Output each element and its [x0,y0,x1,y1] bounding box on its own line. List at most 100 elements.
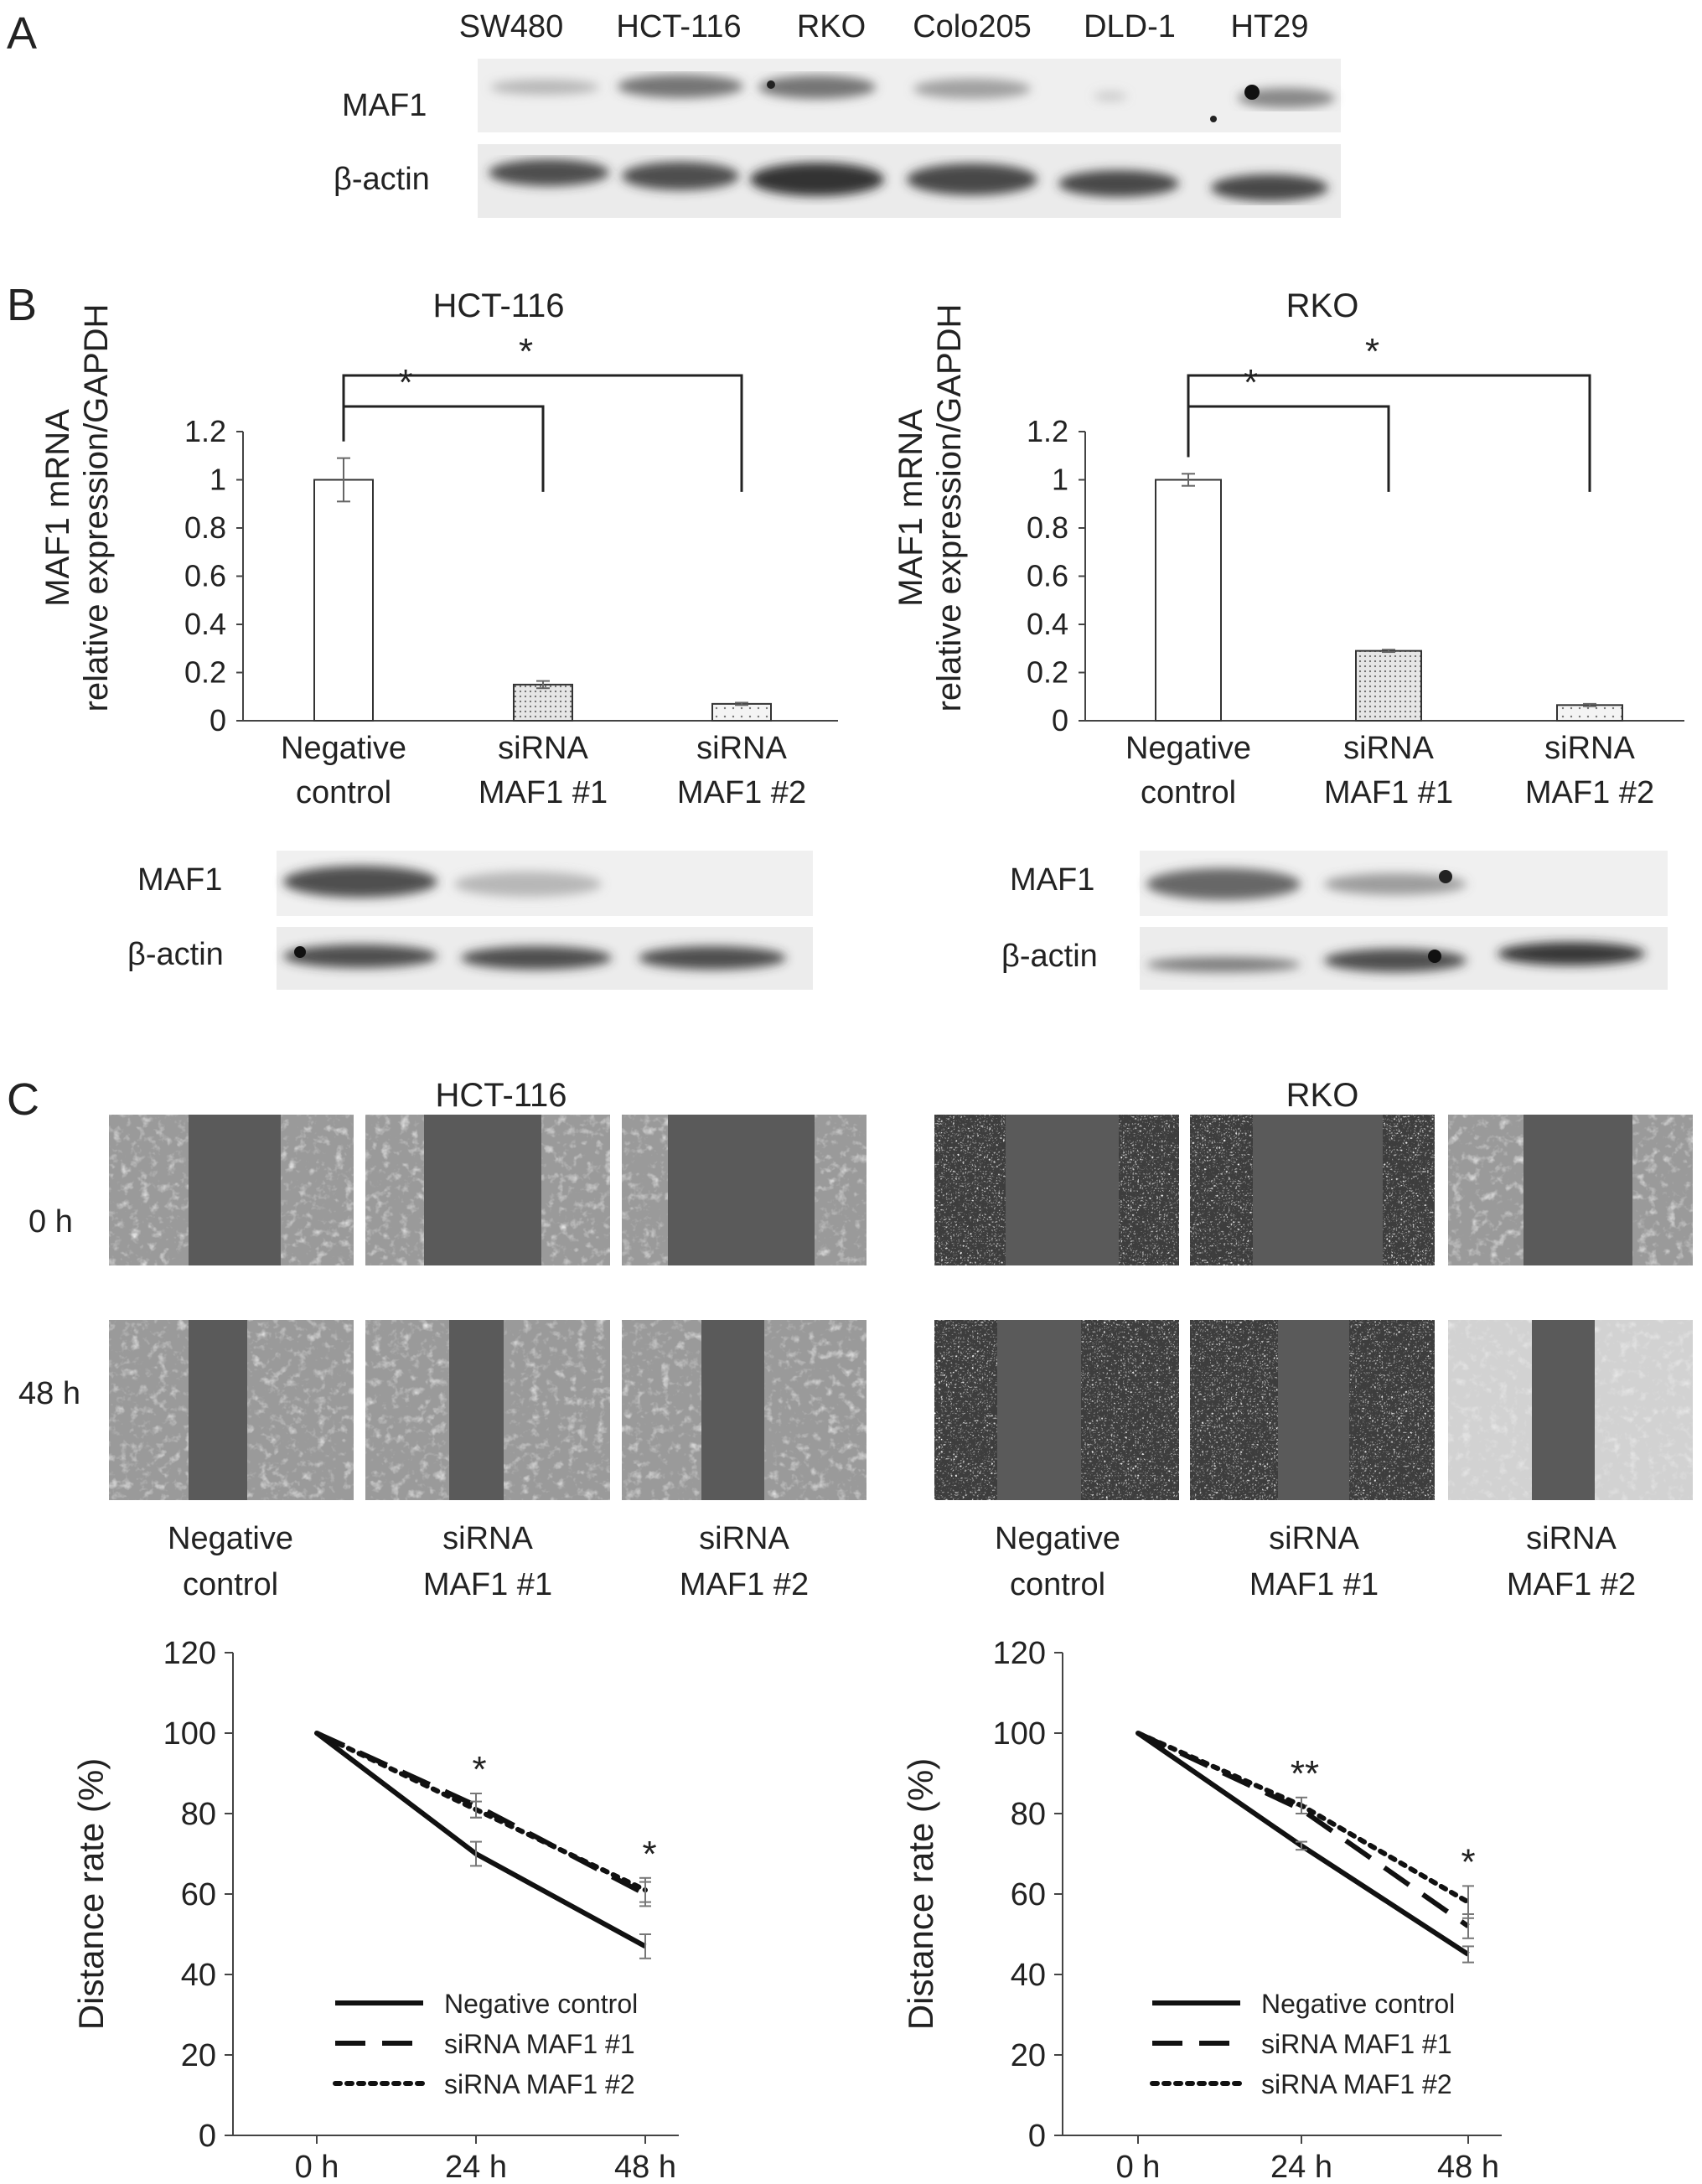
significance-star: * [1461,1841,1475,1882]
y-tick-label: 0.6 [184,559,226,593]
condition-label: control [1010,1567,1105,1602]
lane-label: HCT-116 [616,9,741,44]
y-tick-label: 1.2 [1027,414,1068,448]
cell-texture-left [109,1320,189,1500]
micrograph [1448,1115,1693,1265]
y-axis-label: Distance rate (%) [71,1758,111,2030]
wound-gap [997,1320,1081,1500]
panel-label-b: B [7,280,37,330]
significance-star: * [398,362,412,403]
lane-label: DLD-1 [1084,9,1176,44]
y-axis-label: relative expression/GAPDH [931,304,968,712]
blot-strip-maf1 [478,59,1341,132]
category-label: siRNA [696,731,787,766]
time-label-0h: 0 h [28,1204,73,1239]
micrograph [109,1115,354,1265]
y-tick-label: 120 [993,1636,1046,1671]
micrograph [365,1115,610,1265]
cell-texture-right [504,1320,610,1500]
y-tick-label: 1 [210,463,226,497]
bar-chart: 0 0.2 0.4 0.6 0.8 1 1.2 * * [184,331,838,737]
condition-label: siRNA [1526,1521,1617,1556]
wound-gap [424,1115,541,1265]
bar-chart: 0 0.2 0.4 0.6 0.8 1 1.2 * * [1027,331,1684,737]
wound-gap [1278,1320,1349,1500]
category-label: MAF1 #1 [1324,775,1453,810]
cell-texture-right [1081,1320,1179,1500]
significance-star: * [642,1834,656,1875]
category-label: Negative [281,731,406,766]
blot-row-label: β-actin [127,937,224,972]
condition-label: siRNA [442,1521,533,1556]
y-axis-label: MAF1 mRNA [39,409,76,607]
significance-bracket [342,374,743,492]
cell-texture-right [541,1115,610,1265]
significance-star: * [472,1749,486,1790]
time-label-48h: 48 h [18,1376,80,1411]
y-tick-label: 0.8 [1027,510,1068,545]
cell-texture-right [247,1320,354,1500]
cell-texture-left [365,1320,449,1500]
cell-texture-left [1448,1115,1524,1265]
blot-bands-maf1 [490,75,1335,108]
y-tick-label: 0.8 [184,510,226,545]
y-tick-label: 120 [163,1636,216,1671]
panel-b-blot-hct: MAF1 β-actin [127,851,813,990]
wound-gap [1253,1115,1383,1265]
y-tick-label: 0.6 [1027,559,1068,593]
cell-texture-right [1119,1115,1179,1265]
bar-category-labels-hct: Negative control siRNA MAF1 #1 siRNA MAF… [281,731,806,810]
lane-label: HT29 [1231,9,1309,44]
cell-texture-left [1448,1320,1532,1500]
cell-texture-right [1349,1320,1435,1500]
y-tick-label: 0 [210,703,226,737]
y-tick-label: 20 [1011,2038,1046,2073]
significance-bracket [1187,374,1591,492]
condition-label: MAF1 #1 [1249,1567,1379,1602]
blot-row-label: MAF1 [137,862,222,898]
condition-label: control [183,1567,278,1602]
y-tick-label: 20 [181,2038,216,2073]
cell-texture-left [622,1115,668,1265]
cell-texture-left [934,1320,997,1500]
micrograph [622,1115,867,1265]
cell-texture-right [1632,1115,1693,1265]
x-tick-label: 24 h [445,2150,507,2184]
panel-b-blot-rko: MAF1 β-actin [1001,851,1668,990]
micrograph [1448,1320,1693,1500]
bar [513,683,573,722]
line-chart: Distance rate (%) 0 20 40 60 80 100 120 0 h 24 h 4… [71,1636,679,2184]
cell-texture-left [109,1115,189,1265]
cell-texture-right [764,1320,867,1500]
y-tick-label: 60 [181,1877,216,1912]
category-label: control [1141,775,1236,810]
cell-texture-right [815,1115,867,1265]
condition-label: siRNA [699,1521,789,1556]
y-tick-label: 80 [1011,1797,1046,1832]
y-axis-label: MAF1 mRNA [892,409,929,607]
category-label: MAF1 #1 [479,775,608,810]
y-axis-label: relative expression/GAPDH [78,304,115,712]
condition-label: MAF1 #1 [423,1567,552,1602]
charts-layer: 00.20.40.60.811.2**00.20.40.60.811.2**Di… [71,331,1684,2184]
category-label: siRNA [1544,731,1635,766]
micrograph-labels-hct: Negative control siRNA MAF1 #1 siRNA MAF… [168,1521,809,1602]
x-tick-label: 48 h [1437,2150,1499,2184]
micrograph [622,1320,867,1500]
blot-speck [1210,116,1217,122]
cell-texture-left [1190,1320,1278,1500]
micrograph [365,1320,610,1500]
cell-texture-right [1383,1115,1435,1265]
bar-category-labels-rko: Negative control siRNA MAF1 #1 siRNA MAF… [1125,731,1654,810]
blot-speck [1244,85,1260,100]
y-tick-label: 100 [163,1716,216,1752]
legend-label: siRNA MAF1 #2 [1261,2069,1452,2099]
section-title-rko: RKO [1286,1077,1359,1114]
blot-bands-actin [489,159,1328,201]
panel-a-blot: SW480 HCT-116 RKO Colo205 DLD-1 HT29 MAF… [334,9,1341,218]
wound-gap [449,1320,504,1500]
bar [1556,704,1623,722]
micrograph [109,1320,354,1500]
legend-label: siRNA MAF1 #1 [444,2029,635,2059]
